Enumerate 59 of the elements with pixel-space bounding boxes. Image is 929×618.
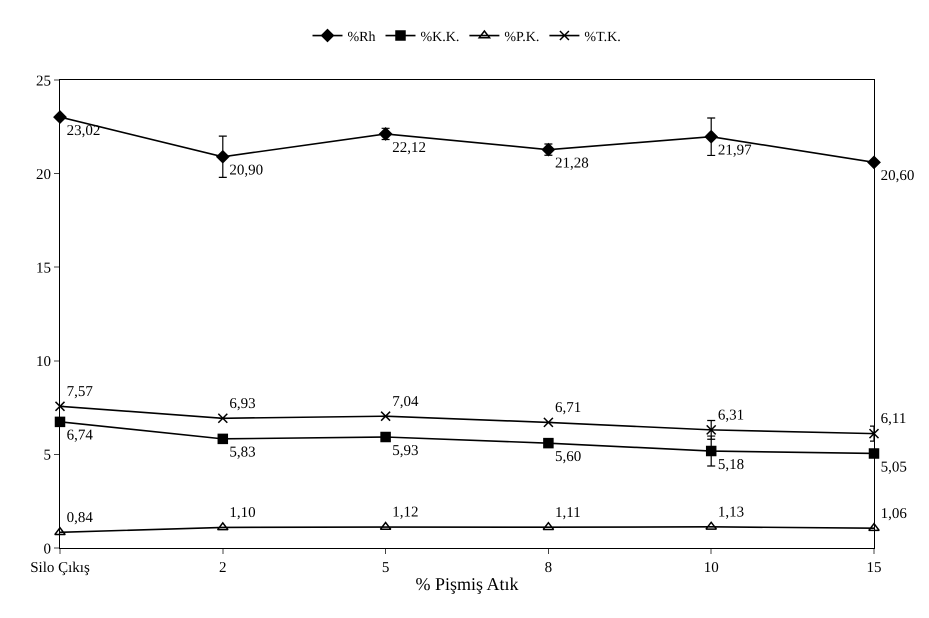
x-tick-label: 10 xyxy=(704,560,719,576)
point xyxy=(868,522,880,532)
y-tick-label: 15 xyxy=(36,260,51,276)
data-label: 20,60 xyxy=(880,168,914,184)
data-label: 1,06 xyxy=(880,506,908,522)
point xyxy=(218,434,228,444)
data-label: 1,12 xyxy=(392,504,418,521)
data-label: 5,05 xyxy=(880,459,907,476)
data-label: 6,74 xyxy=(66,428,94,444)
data-label: 1,13 xyxy=(718,504,744,520)
data-label: 6,11 xyxy=(880,411,906,428)
data-label: 21,28 xyxy=(555,156,589,172)
x-tick-label: 2 xyxy=(219,560,227,576)
data-label: 0,84 xyxy=(66,510,94,526)
point xyxy=(868,428,880,439)
x-axis-title: % Pişmiş Atık xyxy=(415,574,519,594)
data-label: 5,93 xyxy=(392,442,418,459)
data-label: 5,83 xyxy=(229,444,256,461)
point xyxy=(543,438,554,448)
point xyxy=(54,401,66,412)
data-label: 21,97 xyxy=(718,142,752,159)
data-label: 22,12 xyxy=(392,140,426,156)
data-label: 6,71 xyxy=(555,400,582,416)
legend-label: %Rh xyxy=(348,30,376,45)
y-tick-label: 25 xyxy=(36,73,51,90)
point xyxy=(543,417,554,428)
data-label: 20,90 xyxy=(229,162,264,179)
x-tick-label: 5 xyxy=(382,560,390,576)
point xyxy=(218,413,228,424)
data-label: 6,31 xyxy=(718,408,744,424)
data-label: 5,18 xyxy=(718,456,744,473)
y-tick-label: 20 xyxy=(36,166,51,183)
point xyxy=(867,156,881,169)
point xyxy=(706,446,716,456)
y-tick-label: 10 xyxy=(36,354,51,370)
x-tick-label: 15 xyxy=(866,560,882,576)
data-label: 23,02 xyxy=(66,122,100,139)
point xyxy=(542,522,554,530)
data-label: 7,04 xyxy=(392,394,419,410)
data-label: 1,11 xyxy=(555,504,581,521)
data-label: 7,57 xyxy=(66,384,94,400)
point xyxy=(54,527,66,536)
data-label: 5,60 xyxy=(555,449,582,466)
y-tick-label: 0 xyxy=(44,541,51,558)
point xyxy=(380,522,392,530)
legend-label: %K.K. xyxy=(420,30,460,45)
data-label: 1,10 xyxy=(229,505,256,522)
legend-label: %P.K. xyxy=(504,30,540,45)
x-tick-label: 8 xyxy=(544,560,552,576)
point xyxy=(868,448,880,459)
legend-label: %T.K. xyxy=(584,30,621,45)
point xyxy=(380,410,391,422)
y-tick-label: 5 xyxy=(44,448,51,464)
point xyxy=(54,416,66,428)
data-label: 6,93 xyxy=(229,396,256,412)
point xyxy=(380,432,391,442)
x-tick-label: Silo Çıkış xyxy=(30,560,90,576)
point xyxy=(216,150,230,164)
point xyxy=(704,130,718,144)
